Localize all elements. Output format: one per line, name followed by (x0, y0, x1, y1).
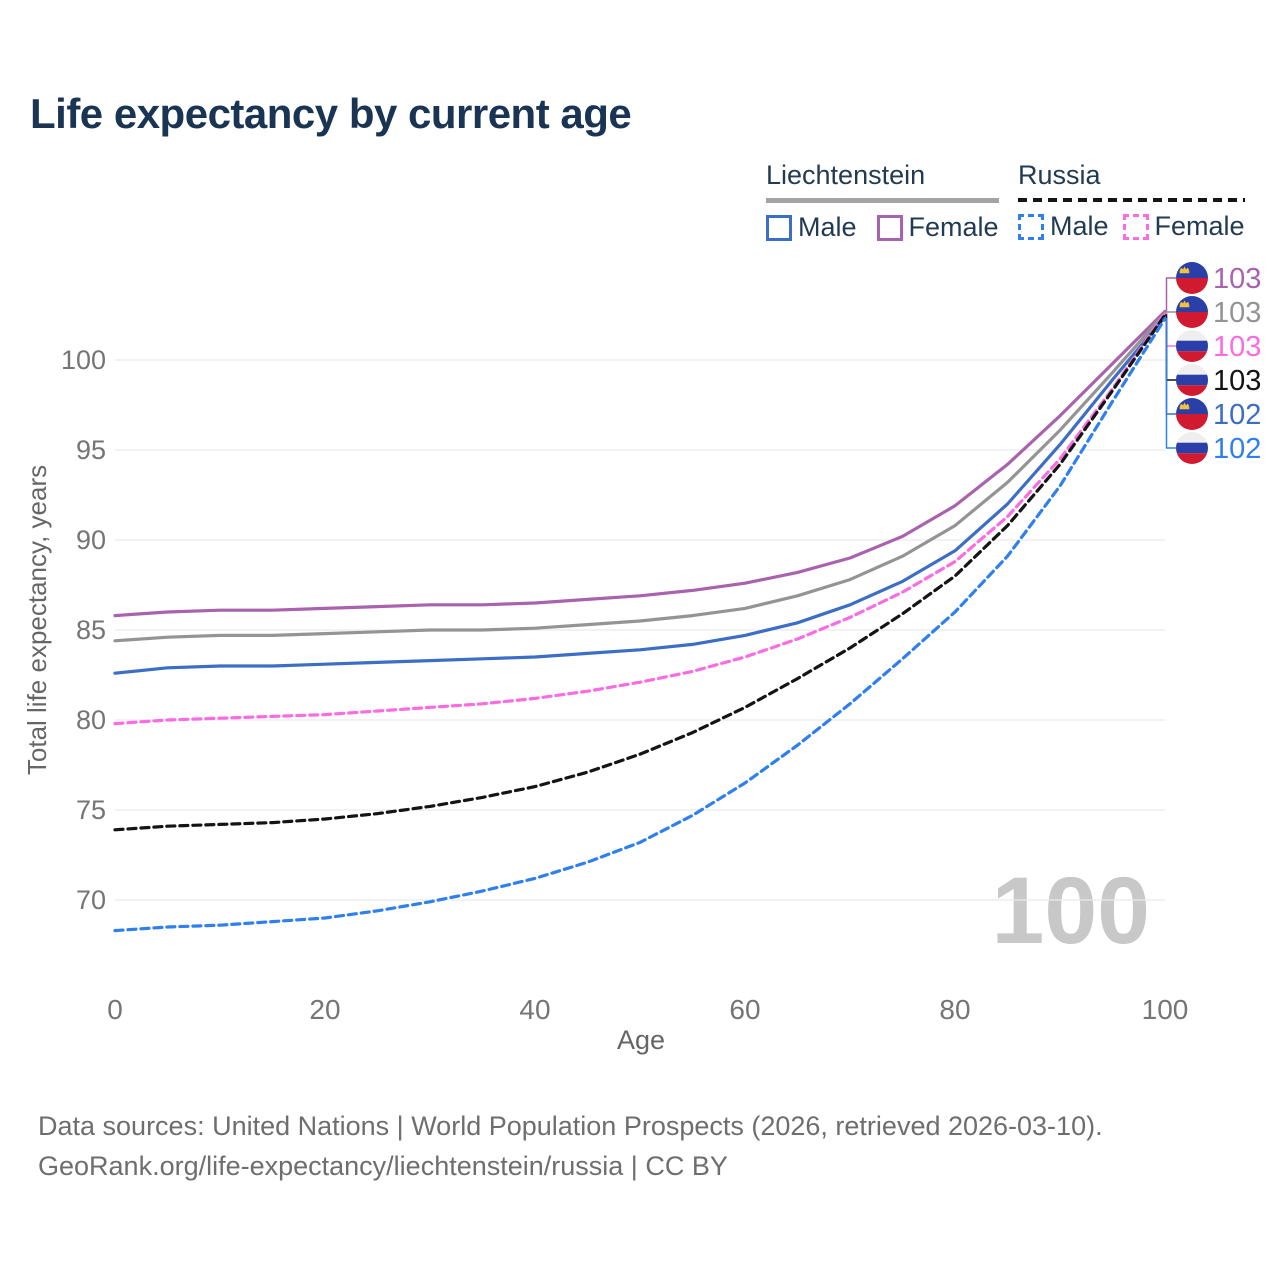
legend-country-liechtenstein[interactable]: Liechtenstein (766, 160, 926, 190)
legend-group-liechtenstein: Liechtenstein Male Female (766, 160, 999, 243)
liechtenstein-male-swatch-icon (766, 214, 792, 241)
data-sources-text: Data sources: United Nations | World Pop… (38, 1111, 1103, 1141)
y-tick-label: 100 (61, 345, 106, 375)
flag-blue-band (1176, 262, 1208, 278)
y-tick-label: 95 (76, 435, 106, 465)
flag-red-band (1176, 385, 1208, 396)
flag-white-band (1176, 432, 1208, 443)
solid-line-swatch (766, 198, 999, 203)
flag-crown (1179, 300, 1190, 308)
series-line-russia-female[interactable] (113, 311, 1167, 726)
russia-flag-icon (1176, 364, 1208, 396)
flag-crown (1179, 402, 1190, 410)
x-tick-label: 80 (939, 994, 970, 1025)
liechtenstein-female-swatch-icon (876, 214, 903, 241)
series-line-russia-male[interactable] (113, 317, 1167, 933)
legend-item-liechtenstein-male[interactable]: Male (766, 212, 857, 243)
legend-item-label: Female (908, 212, 999, 242)
x-tick-label: 100 (1142, 994, 1189, 1025)
legend-item-label: Male (798, 212, 857, 242)
flag-red-band (1176, 351, 1208, 362)
x-tick-label: 20 (309, 994, 340, 1025)
y-tick-label: 70 (76, 885, 106, 915)
legend: Liechtenstein Male Female Russia Male (0, 160, 1280, 250)
flag-white-band (1176, 330, 1208, 341)
y-axis-title: Total life expectancy, years (22, 465, 52, 775)
russia-female-swatch-icon (1122, 213, 1149, 240)
legend-item-label: Female (1154, 211, 1245, 241)
legend-item-russia-male[interactable]: Male (1018, 211, 1109, 242)
end-value-label: 103 (1213, 331, 1261, 363)
russia-flag-icon (1176, 330, 1208, 362)
flag-blue-band (1176, 398, 1208, 414)
x-axis-title: Age (617, 1025, 665, 1055)
x-tick-label: 0 (107, 994, 123, 1025)
flag-white-band (1176, 364, 1208, 375)
series-line-liechtenstein-both-sexes-[interactable] (113, 311, 1167, 643)
series-line-liechtenstein-female[interactable] (113, 309, 1167, 618)
series-line-liechtenstein-male[interactable] (113, 315, 1167, 675)
y-tick-label: 80 (76, 705, 106, 735)
label-leader-line (1165, 317, 1176, 449)
legend-row: Male Female (1018, 211, 1245, 242)
flag-blue-band (1176, 340, 1208, 352)
legend-item-russia-female[interactable]: Female (1122, 211, 1245, 242)
flag-crown (1179, 266, 1190, 274)
footer: Data sources: United Nations | World Pop… (38, 1106, 1103, 1186)
flag-blue-band (1176, 374, 1208, 386)
end-value-label: 102 (1213, 399, 1261, 431)
y-tick-label: 75 (76, 795, 106, 825)
legend-group-russia: Russia Male Female (1018, 160, 1245, 242)
attribution-text: GeoRank.org/life-expectancy/liechtenstei… (38, 1151, 728, 1181)
end-value-label: 103 (1213, 263, 1261, 295)
y-tick-label: 90 (76, 525, 106, 555)
end-value-label: 103 (1213, 297, 1261, 329)
flag-red-band (1176, 453, 1208, 464)
flag-red-band (1176, 414, 1208, 430)
label-leader-line (1165, 277, 1176, 313)
x-tick-label: 60 (729, 994, 760, 1025)
chart-watermark: 100 (991, 858, 1150, 964)
legend-country-russia[interactable]: Russia (1018, 160, 1101, 190)
liechtenstein-flag-icon (1176, 398, 1208, 430)
series-line-russia-both-sexes-[interactable] (113, 313, 1167, 832)
flag-red-band (1176, 278, 1208, 294)
x-tick-label: 40 (519, 994, 550, 1025)
flag-red-band (1176, 312, 1208, 328)
dashed-line-swatch (1018, 198, 1245, 202)
legend-item-label: Male (1050, 211, 1109, 241)
flag-blue-band (1176, 296, 1208, 312)
russia-flag-icon (1176, 432, 1208, 464)
end-value-label: 102 (1213, 433, 1261, 465)
end-value-label: 103 (1213, 365, 1261, 397)
liechtenstein-flag-icon (1176, 296, 1208, 328)
liechtenstein-flag-icon (1176, 262, 1208, 294)
flag-blue-band (1176, 442, 1208, 454)
page-title: Life expectancy by current age (30, 90, 632, 137)
legend-row: Male Female (766, 212, 999, 243)
legend-item-liechtenstein-female[interactable]: Female (876, 212, 999, 243)
russia-male-swatch-icon (1018, 213, 1044, 240)
y-tick-label: 85 (76, 615, 106, 645)
